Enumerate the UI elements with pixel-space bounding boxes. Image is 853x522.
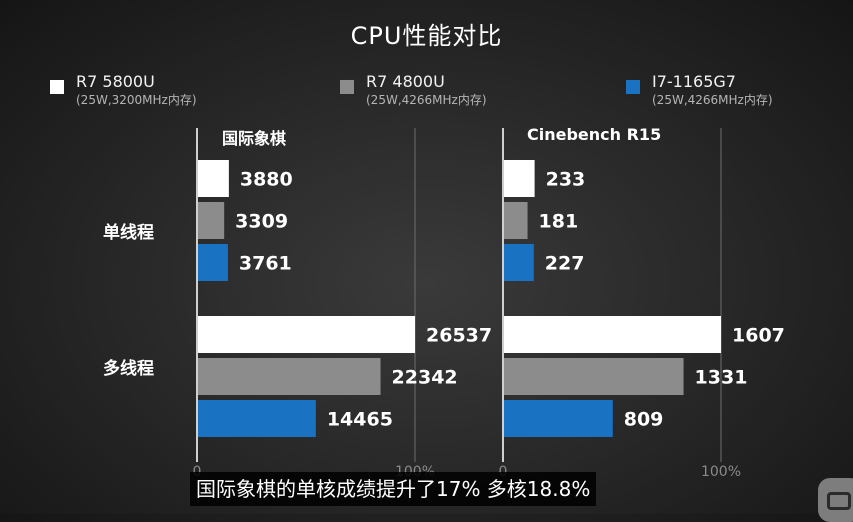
- bar: [198, 316, 415, 353]
- tv-logo-icon: [818, 478, 853, 522]
- bar: [504, 316, 721, 353]
- bar: [504, 160, 535, 197]
- group-label-single-thread: 单线程: [103, 223, 154, 243]
- legend-sub: (25W,4266MHz内存): [652, 93, 773, 107]
- bar: [504, 202, 528, 239]
- bar: [504, 358, 684, 395]
- data-label: 14465: [327, 409, 393, 431]
- bar: [504, 244, 534, 281]
- legend-sub: (25W,3200MHz内存): [76, 93, 197, 107]
- bar: [198, 244, 228, 281]
- tick-label-100: 100%: [701, 464, 741, 480]
- legend-swatch: [50, 80, 64, 94]
- panel-title-chess: 国际象棋: [222, 129, 287, 148]
- bar: [504, 400, 613, 437]
- chart-title: CPU性能对比: [350, 22, 503, 50]
- bar: [198, 160, 229, 197]
- data-label: 227: [545, 253, 585, 275]
- bar: [198, 400, 316, 437]
- data-label: 233: [546, 169, 586, 191]
- data-label: 809: [624, 409, 664, 431]
- legend-sub: (25W,4266MHz内存): [366, 93, 487, 107]
- data-label: 1331: [695, 367, 748, 389]
- legend-swatch: [626, 80, 640, 94]
- data-label: 3309: [235, 211, 288, 233]
- group-label-multi-thread: 多线程: [103, 359, 154, 379]
- data-label: 1607: [732, 325, 785, 347]
- data-label: 22342: [392, 367, 458, 389]
- panel-title-cinebench: Cinebench R15: [527, 125, 662, 144]
- legend-swatch: [340, 80, 354, 94]
- bar: [198, 358, 381, 395]
- bar: [198, 202, 225, 239]
- subtitle-caption: 国际象棋的单核成绩提升了17% 多核18.8%: [190, 472, 597, 506]
- data-label: 3761: [239, 253, 292, 275]
- legend-name: I7-1165G7: [652, 72, 736, 91]
- data-label: 26537: [426, 325, 492, 347]
- data-label: 3880: [240, 169, 293, 191]
- data-label: 181: [539, 211, 579, 233]
- legend-name: R7 5800U: [76, 72, 155, 91]
- legend-name: R7 4800U: [366, 72, 445, 91]
